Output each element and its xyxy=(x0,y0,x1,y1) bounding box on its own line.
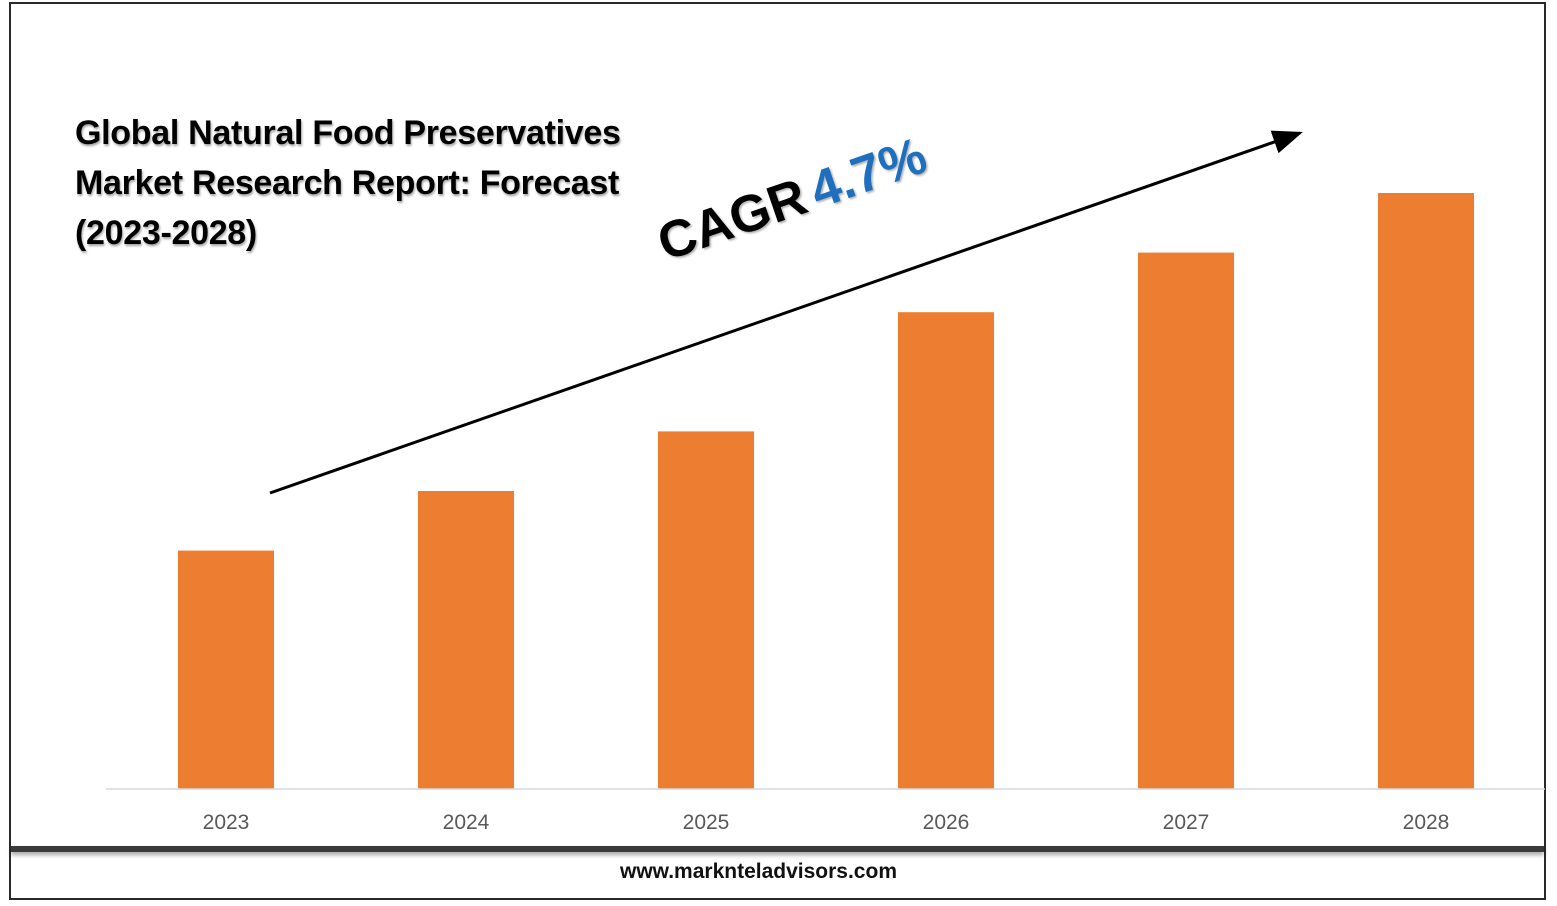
cagr-trend-arrow xyxy=(269,130,1303,495)
bar-2028 xyxy=(1378,193,1474,789)
title-line-1: Global Natural Food Preservatives xyxy=(75,114,621,152)
title-line-2: Market Research Report: Forecast xyxy=(75,164,620,202)
x-tick-labels: 2023 2024 2025 2026 2027 2028 xyxy=(203,811,1450,834)
footer-url: www.markntеladvisors.com xyxy=(620,860,897,883)
bar-2023 xyxy=(178,550,274,789)
bar-2026 xyxy=(898,312,994,789)
x-tick-label-2026: 2026 xyxy=(923,811,970,834)
x-tick-label-2027: 2027 xyxy=(1163,811,1210,834)
x-tick-label-2024: 2024 xyxy=(443,811,490,834)
x-tick-label-2023: 2023 xyxy=(203,811,250,834)
bar-2024 xyxy=(418,491,514,789)
x-tick-label-2028: 2028 xyxy=(1403,811,1450,834)
title-line-3: (2023-2028) xyxy=(75,214,257,252)
chart-title: Global Natural Food Preservatives Market… xyxy=(75,108,715,258)
bars-group xyxy=(178,193,1474,790)
footer-divider xyxy=(11,846,1544,852)
bar-2027 xyxy=(1138,252,1234,790)
x-tick-label-2025: 2025 xyxy=(683,811,730,834)
bar-2025 xyxy=(658,431,754,789)
